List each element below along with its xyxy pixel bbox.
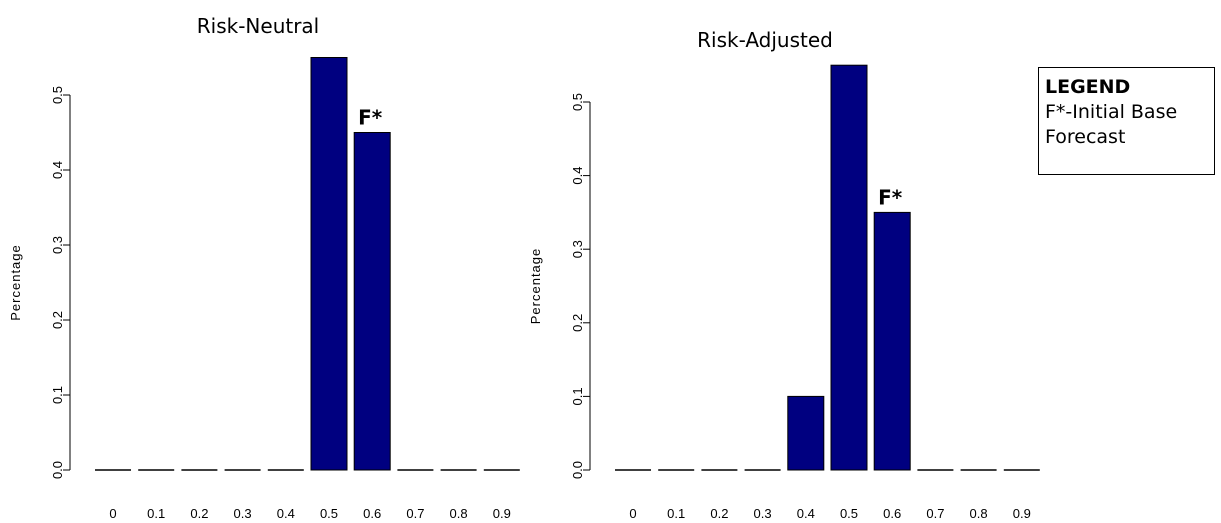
bar-1-4	[787, 395, 825, 471]
legend-box: LEGEND F*-Initial Base Forecast	[1038, 67, 1215, 175]
bar-1-6	[873, 211, 911, 471]
y-tick-label-1-2: 0.2	[570, 314, 585, 332]
y-tick-label-1-4: 0.4	[570, 167, 585, 185]
x-tick-label-1-6: 0.6	[883, 506, 901, 521]
x-tick-label-0-6: 0.6	[363, 506, 381, 521]
y-tick-label-1-1: 0.1	[570, 387, 585, 405]
x-tick-label-1-5: 0.5	[840, 506, 858, 521]
y-tick-label-0-1: 0.1	[50, 386, 65, 404]
x-tick-label-0-4: 0.4	[277, 506, 295, 521]
x-tick-label-0-1: 0.1	[147, 506, 165, 521]
y-axis-label-1: Percentage	[528, 248, 543, 325]
y-tick-label-1-5: 0.5	[570, 93, 585, 111]
x-tick-label-0-0: 0	[109, 506, 116, 521]
bar-0-6	[353, 132, 391, 471]
x-tick-label-1-0: 0	[629, 506, 636, 521]
x-tick-label-1-4: 0.4	[797, 506, 815, 521]
x-tick-label-1-9: 0.9	[1013, 506, 1031, 521]
x-tick-label-1-7: 0.7	[926, 506, 944, 521]
x-tick-label-0-9: 0.9	[493, 506, 511, 521]
y-tick-label-0-3: 0.3	[50, 236, 65, 254]
annotation-1-0: F*	[878, 185, 903, 209]
bar-1-5	[830, 64, 868, 471]
annotation-0-0: F*	[358, 106, 383, 130]
bar-0-5	[310, 57, 348, 471]
legend-line-2: Forecast	[1045, 126, 1126, 148]
y-tick-label-0-4: 0.4	[50, 161, 65, 179]
y-tick-label-1-0: 0.0	[570, 461, 585, 479]
x-tick-label-0-8: 0.8	[450, 506, 468, 521]
x-tick-label-0-2: 0.2	[190, 506, 208, 521]
y-tick-label-1-3: 0.3	[570, 240, 585, 258]
x-tick-label-0-5: 0.5	[320, 506, 338, 521]
x-tick-label-0-7: 0.7	[406, 506, 424, 521]
legend-title: LEGEND	[1045, 76, 1131, 98]
x-tick-label-1-2: 0.2	[710, 506, 728, 521]
y-tick-label-0-0: 0.0	[50, 461, 65, 479]
y-axis-label-0: Percentage	[8, 244, 23, 321]
x-tick-label-1-8: 0.8	[970, 506, 988, 521]
legend-line-1: F*-Initial Base	[1045, 101, 1178, 123]
chart-title-0: Risk-Neutral	[197, 14, 320, 38]
chart-title-1: Risk-Adjusted	[697, 28, 833, 52]
x-tick-label-0-3: 0.3	[234, 506, 252, 521]
y-tick-label-0-2: 0.2	[50, 311, 65, 329]
x-tick-label-1-1: 0.1	[667, 506, 685, 521]
x-tick-label-1-3: 0.3	[754, 506, 772, 521]
y-tick-label-0-5: 0.5	[50, 86, 65, 104]
